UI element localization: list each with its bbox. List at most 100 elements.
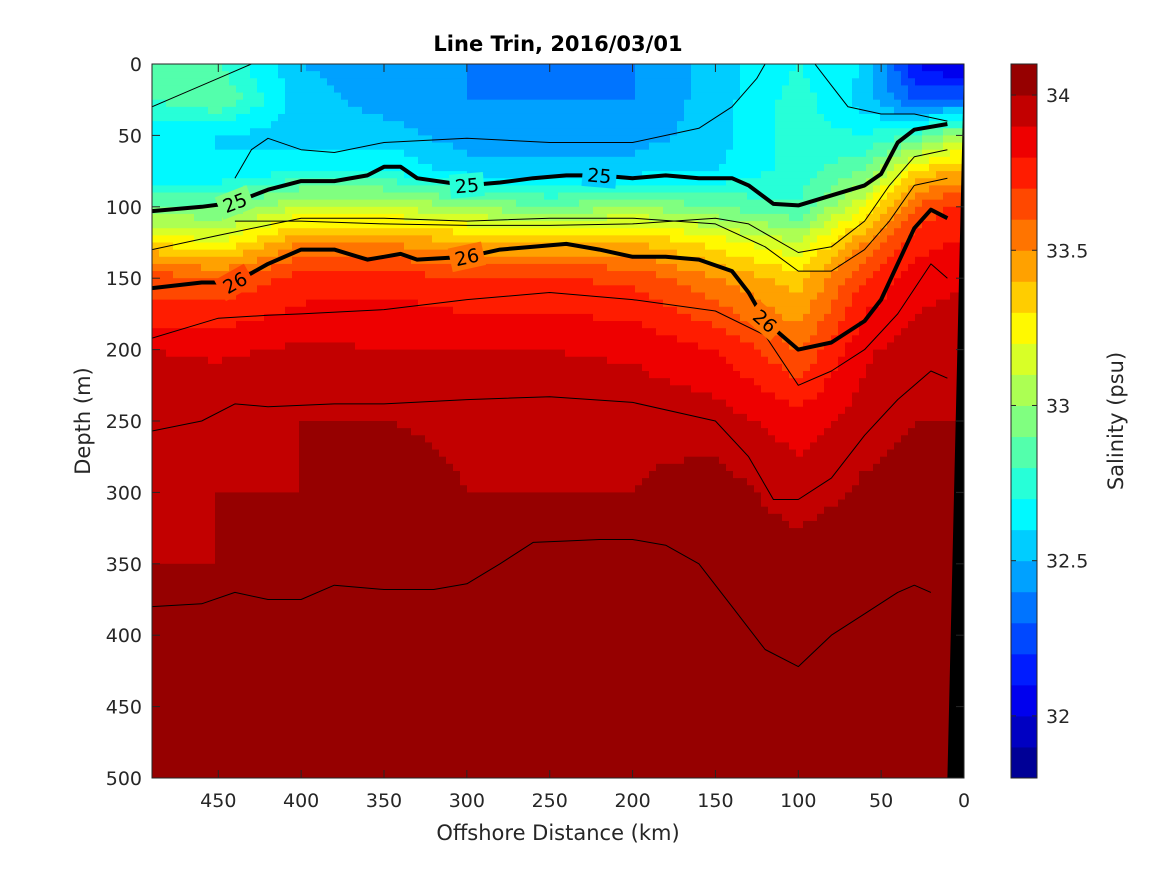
salinity-cell [236, 685, 244, 693]
salinity-cell [201, 699, 209, 708]
salinity-cell [194, 470, 202, 479]
salinity-cell [229, 670, 237, 679]
salinity-cell [369, 242, 377, 251]
salinity-cell [201, 635, 209, 643]
salinity-cell [460, 770, 468, 778]
salinity-cell [362, 620, 370, 629]
salinity-cell [460, 456, 468, 465]
salinity-cell [215, 606, 223, 615]
salinity-cell [460, 213, 468, 222]
salinity-cell [313, 506, 321, 515]
salinity-cell [194, 292, 202, 301]
salinity-cell [341, 156, 349, 165]
salinity-cell [166, 542, 174, 551]
salinity-cell [495, 528, 503, 536]
salinity-cell [264, 199, 272, 208]
salinity-cell [152, 620, 160, 629]
salinity-cell [208, 635, 216, 643]
salinity-cell [278, 549, 286, 558]
salinity-cell [481, 306, 489, 315]
salinity-cell [264, 128, 272, 136]
salinity-cell [425, 513, 433, 522]
salinity-cell [334, 428, 342, 436]
salinity-cell [201, 371, 209, 379]
salinity-cell [348, 699, 356, 708]
salinity-cell [481, 335, 489, 344]
salinity-cell [236, 221, 244, 229]
salinity-cell [271, 385, 279, 394]
salinity-cell [299, 528, 307, 536]
salinity-cell [208, 363, 216, 372]
salinity-cell [495, 535, 503, 543]
salinity-cell [460, 542, 468, 551]
salinity-cell [334, 606, 342, 615]
salinity-cell [159, 113, 167, 122]
salinity-cell [474, 692, 482, 701]
salinity-cell [264, 770, 272, 778]
salinity-cell [369, 578, 377, 586]
salinity-cell [383, 713, 391, 722]
salinity-cell [348, 406, 356, 415]
salinity-cell [180, 499, 188, 508]
salinity-cell [236, 121, 244, 129]
salinity-cell [453, 606, 461, 615]
salinity-cell [467, 299, 475, 308]
salinity-cell [292, 392, 300, 401]
salinity-cell [187, 463, 195, 472]
salinity-cell [495, 299, 503, 308]
salinity-cell [425, 178, 433, 186]
salinity-cell [390, 371, 398, 379]
salinity-cell [229, 592, 237, 601]
salinity-cell [306, 378, 314, 386]
salinity-cell [348, 685, 356, 693]
salinity-cell [369, 421, 377, 429]
salinity-cell [369, 271, 377, 279]
salinity-cell [383, 549, 391, 558]
salinity-cell [376, 392, 384, 401]
salinity-cell [306, 135, 314, 144]
salinity-cell [348, 478, 356, 486]
salinity-cell [278, 135, 286, 144]
salinity-cell [446, 99, 454, 108]
salinity-cell [271, 606, 279, 615]
salinity-cell [243, 570, 251, 579]
salinity-cell [327, 185, 335, 194]
salinity-cell [397, 635, 405, 643]
salinity-cell [187, 228, 195, 236]
salinity-cell [376, 506, 384, 515]
salinity-cell [320, 256, 328, 265]
salinity-cell [474, 206, 482, 215]
salinity-cell [194, 299, 202, 308]
salinity-cell [362, 763, 370, 772]
salinity-cell [257, 470, 265, 479]
salinity-cell [362, 285, 370, 294]
salinity-cell [173, 228, 181, 236]
salinity-cell [152, 485, 160, 493]
salinity-cell [439, 492, 447, 501]
salinity-cell [355, 221, 363, 229]
salinity-cell [453, 149, 461, 158]
salinity-cell [166, 228, 174, 236]
salinity-cell [271, 713, 279, 722]
salinity-cell [390, 71, 398, 79]
salinity-cell [236, 570, 244, 579]
salinity-cell [467, 228, 475, 236]
salinity-cell [439, 321, 447, 329]
salinity-cell [439, 735, 447, 743]
salinity-cell [369, 720, 377, 729]
salinity-cell [264, 285, 272, 294]
salinity-cell [271, 156, 279, 165]
salinity-cell [152, 185, 160, 194]
salinity-cell [334, 563, 342, 572]
salinity-cell [446, 449, 454, 458]
salinity-cell [488, 599, 496, 608]
salinity-cell [341, 299, 349, 308]
salinity-cell [194, 371, 202, 379]
salinity-cell [173, 528, 181, 536]
salinity-cell [201, 113, 209, 122]
salinity-cell [173, 742, 181, 751]
salinity-cell [467, 499, 475, 508]
salinity-cell [341, 292, 349, 301]
salinity-cell [460, 563, 468, 572]
salinity-cell [425, 113, 433, 122]
